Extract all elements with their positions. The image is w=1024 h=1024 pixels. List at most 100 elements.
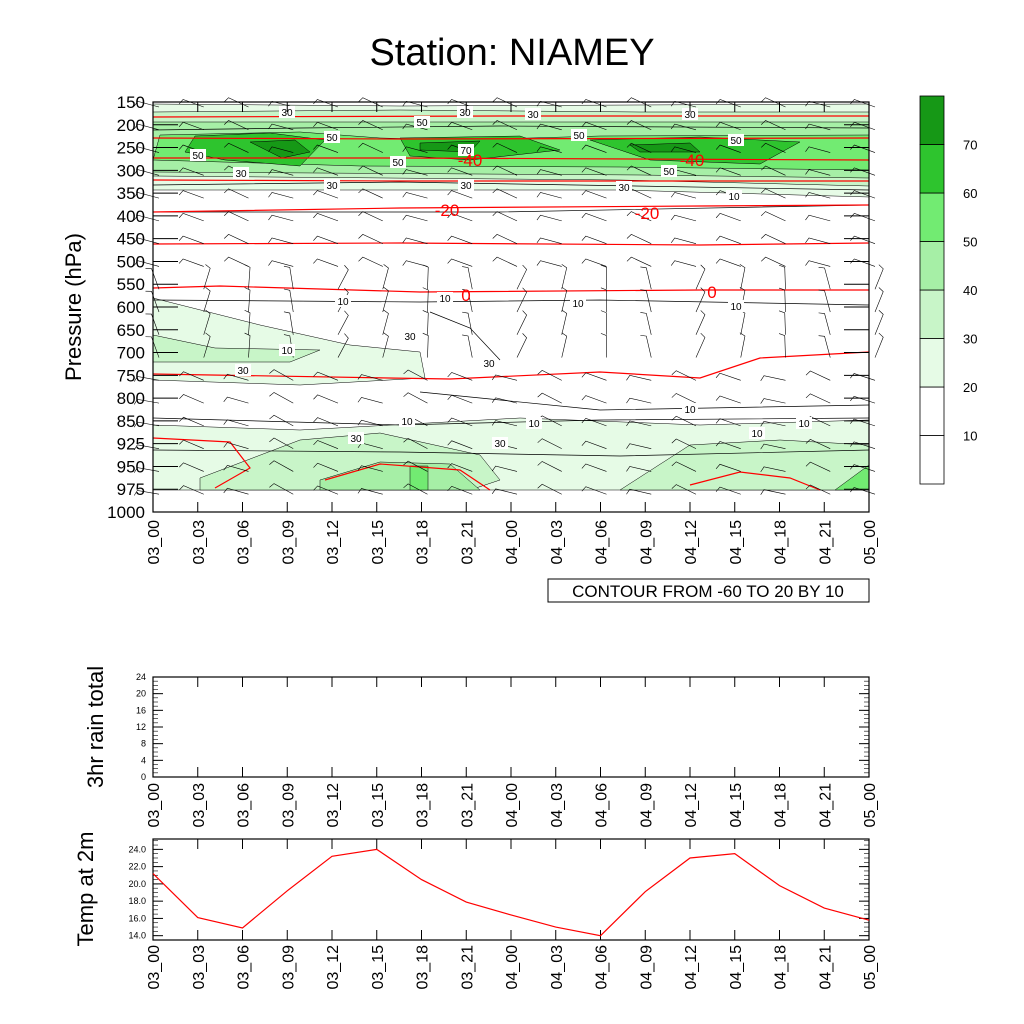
wind-barb bbox=[850, 418, 876, 427]
time-tick-label: 05_00 bbox=[862, 520, 879, 565]
wind-barb bbox=[805, 461, 831, 472]
wind-barb bbox=[283, 288, 294, 313]
wind-barb bbox=[581, 167, 607, 176]
wind-barb bbox=[491, 420, 518, 427]
wind-barb bbox=[357, 397, 383, 404]
main-y-axis-label: Pressure (hPa) bbox=[61, 233, 86, 381]
temperature-contour-label: -40 bbox=[458, 151, 483, 170]
wind-barb bbox=[313, 258, 339, 267]
wind-barb bbox=[244, 287, 251, 313]
contour-label-bg bbox=[279, 344, 295, 356]
wind-barb bbox=[224, 211, 249, 222]
wind-barb bbox=[313, 167, 339, 176]
y-tick-label: 18.0 bbox=[128, 896, 146, 906]
time-tick-label: 04_06 bbox=[594, 945, 611, 990]
wind-barb bbox=[462, 289, 473, 313]
wind-barb bbox=[358, 120, 383, 131]
wind-barb bbox=[739, 264, 746, 290]
wind-barb bbox=[133, 192, 160, 199]
wind-barb bbox=[223, 442, 249, 449]
wind-barb bbox=[178, 213, 204, 222]
wind-contour-label: 30 bbox=[235, 169, 247, 180]
wind-barb bbox=[358, 97, 383, 108]
wind-barb bbox=[223, 419, 249, 427]
temperature-contour-line bbox=[152, 204, 870, 213]
wind-barb bbox=[536, 192, 562, 199]
pressure-tick-label: 300 bbox=[117, 161, 145, 180]
wind-barb bbox=[850, 373, 876, 381]
wind-barb bbox=[715, 235, 741, 244]
contour-label-bg bbox=[526, 417, 542, 429]
wind-barb bbox=[850, 258, 876, 267]
colorbar-swatch bbox=[919, 192, 945, 242]
time-axis: 03_00 03_03 03_06 03_09 03_12 03_15 03_18 03_21… bbox=[146, 102, 879, 565]
rain-y-axis-label: 3hr rain total bbox=[83, 666, 108, 788]
wind-barb bbox=[715, 213, 741, 222]
wind-barb bbox=[600, 287, 607, 312]
wind-barb bbox=[269, 483, 294, 495]
wind-barb bbox=[516, 333, 528, 358]
wind-barb bbox=[536, 123, 562, 131]
wind-contour-line bbox=[152, 449, 870, 457]
wind-barb bbox=[447, 463, 473, 472]
wind-barb bbox=[626, 120, 652, 131]
colorbar-swatch bbox=[919, 95, 945, 145]
wind-shade-region bbox=[409, 465, 429, 491]
wind-barb bbox=[761, 120, 786, 131]
wind-barb bbox=[358, 256, 383, 267]
wind-barb bbox=[268, 169, 294, 176]
time-tick-label: 03_00 bbox=[146, 520, 163, 565]
wind-barb bbox=[268, 192, 294, 199]
wind-barb bbox=[313, 121, 339, 131]
wind-barb bbox=[850, 487, 876, 495]
pressure-tick-label: 700 bbox=[117, 344, 145, 363]
time-tick-label: 04_15 bbox=[728, 783, 745, 828]
wind-contour-label: 10 bbox=[528, 419, 540, 430]
time-tick-label: 03_06 bbox=[236, 520, 253, 565]
time-tick-label: 04_00 bbox=[504, 520, 521, 565]
wind-barb bbox=[313, 213, 339, 222]
wind-barb bbox=[626, 165, 652, 176]
wind-barb bbox=[715, 167, 741, 176]
wind-barb bbox=[313, 485, 339, 495]
wind-barb bbox=[600, 310, 607, 335]
colorbar-swatch bbox=[919, 386, 945, 436]
wind-shade-region bbox=[629, 142, 701, 153]
contour-info-text: CONTOUR FROM -60 TO 20 BY 10 bbox=[572, 582, 844, 601]
wind-barb bbox=[283, 311, 294, 335]
wind-barb bbox=[516, 310, 528, 335]
pressure-tick-label: 925 bbox=[117, 435, 145, 454]
colorbar-label: 70 bbox=[963, 138, 977, 153]
pressure-tick-label: 200 bbox=[117, 116, 145, 135]
wind-barb bbox=[626, 97, 652, 108]
time-tick-label: 03_00 bbox=[146, 945, 163, 990]
wind-barb bbox=[268, 146, 294, 153]
wind-barb bbox=[537, 438, 562, 449]
time-tick-label: 04_12 bbox=[683, 520, 700, 565]
wind-shade-region bbox=[399, 135, 561, 161]
wind-barb bbox=[313, 440, 339, 449]
wind-barb bbox=[805, 192, 831, 199]
y-tick-label: 12 bbox=[136, 722, 146, 732]
wind-barb bbox=[447, 417, 473, 427]
wind-barb bbox=[805, 393, 831, 404]
temp-plot-frame bbox=[152, 838, 870, 941]
pressure-tick-label: 550 bbox=[117, 275, 145, 294]
pressure-axis: 1502002503003504004505005506006507007508… bbox=[107, 93, 869, 522]
temperature-contour-line bbox=[152, 242, 870, 246]
wind-barb bbox=[581, 395, 607, 404]
y-tick-label: 24 bbox=[136, 672, 146, 682]
temperature-contour-line bbox=[152, 285, 869, 293]
wind-barb bbox=[133, 146, 160, 153]
wind-barb bbox=[695, 287, 706, 313]
wind-barb bbox=[358, 165, 383, 176]
wind-contour-label: 10 bbox=[684, 405, 696, 416]
wind-barb bbox=[581, 486, 607, 495]
wind-barb bbox=[581, 213, 607, 222]
wind-contour-label: 10 bbox=[401, 417, 413, 428]
wind-barb bbox=[626, 420, 652, 427]
contour-label-bg bbox=[324, 131, 340, 143]
contour-label-bg bbox=[661, 165, 677, 177]
contour-label-bg bbox=[390, 156, 406, 168]
wind-barb bbox=[447, 394, 473, 404]
